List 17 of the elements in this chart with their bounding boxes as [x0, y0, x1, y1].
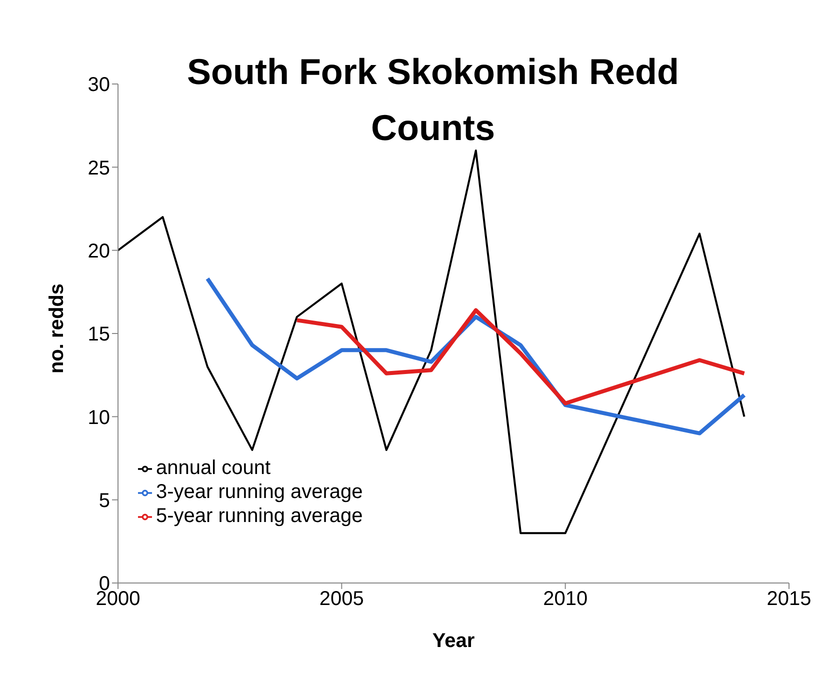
x-tick-label: 2015 — [766, 588, 812, 610]
y-tick-label: 5 — [98, 490, 110, 512]
chart-title: South Fork Skokomish Redd Counts — [186, 50, 680, 150]
x-tick-label: 2005 — [319, 588, 364, 610]
x-axis-title: Year — [432, 630, 475, 652]
x-tick-label: 2010 — [543, 588, 588, 610]
line-series — [118, 150, 746, 534]
line-series — [294, 308, 746, 406]
y-tick-label: 10 — [88, 406, 110, 429]
y-tick-label: 25 — [88, 157, 110, 180]
y-axis-title: no. redds — [46, 283, 68, 374]
y-tick-label: 15 — [88, 324, 110, 346]
legend-label: annual count — [156, 457, 271, 479]
legend-label: 3-year running average — [156, 481, 363, 503]
y-tick-label: 20 — [88, 240, 110, 262]
y-tick-label: 30 — [88, 74, 110, 96]
legend-label: 5-year running average — [156, 505, 363, 527]
